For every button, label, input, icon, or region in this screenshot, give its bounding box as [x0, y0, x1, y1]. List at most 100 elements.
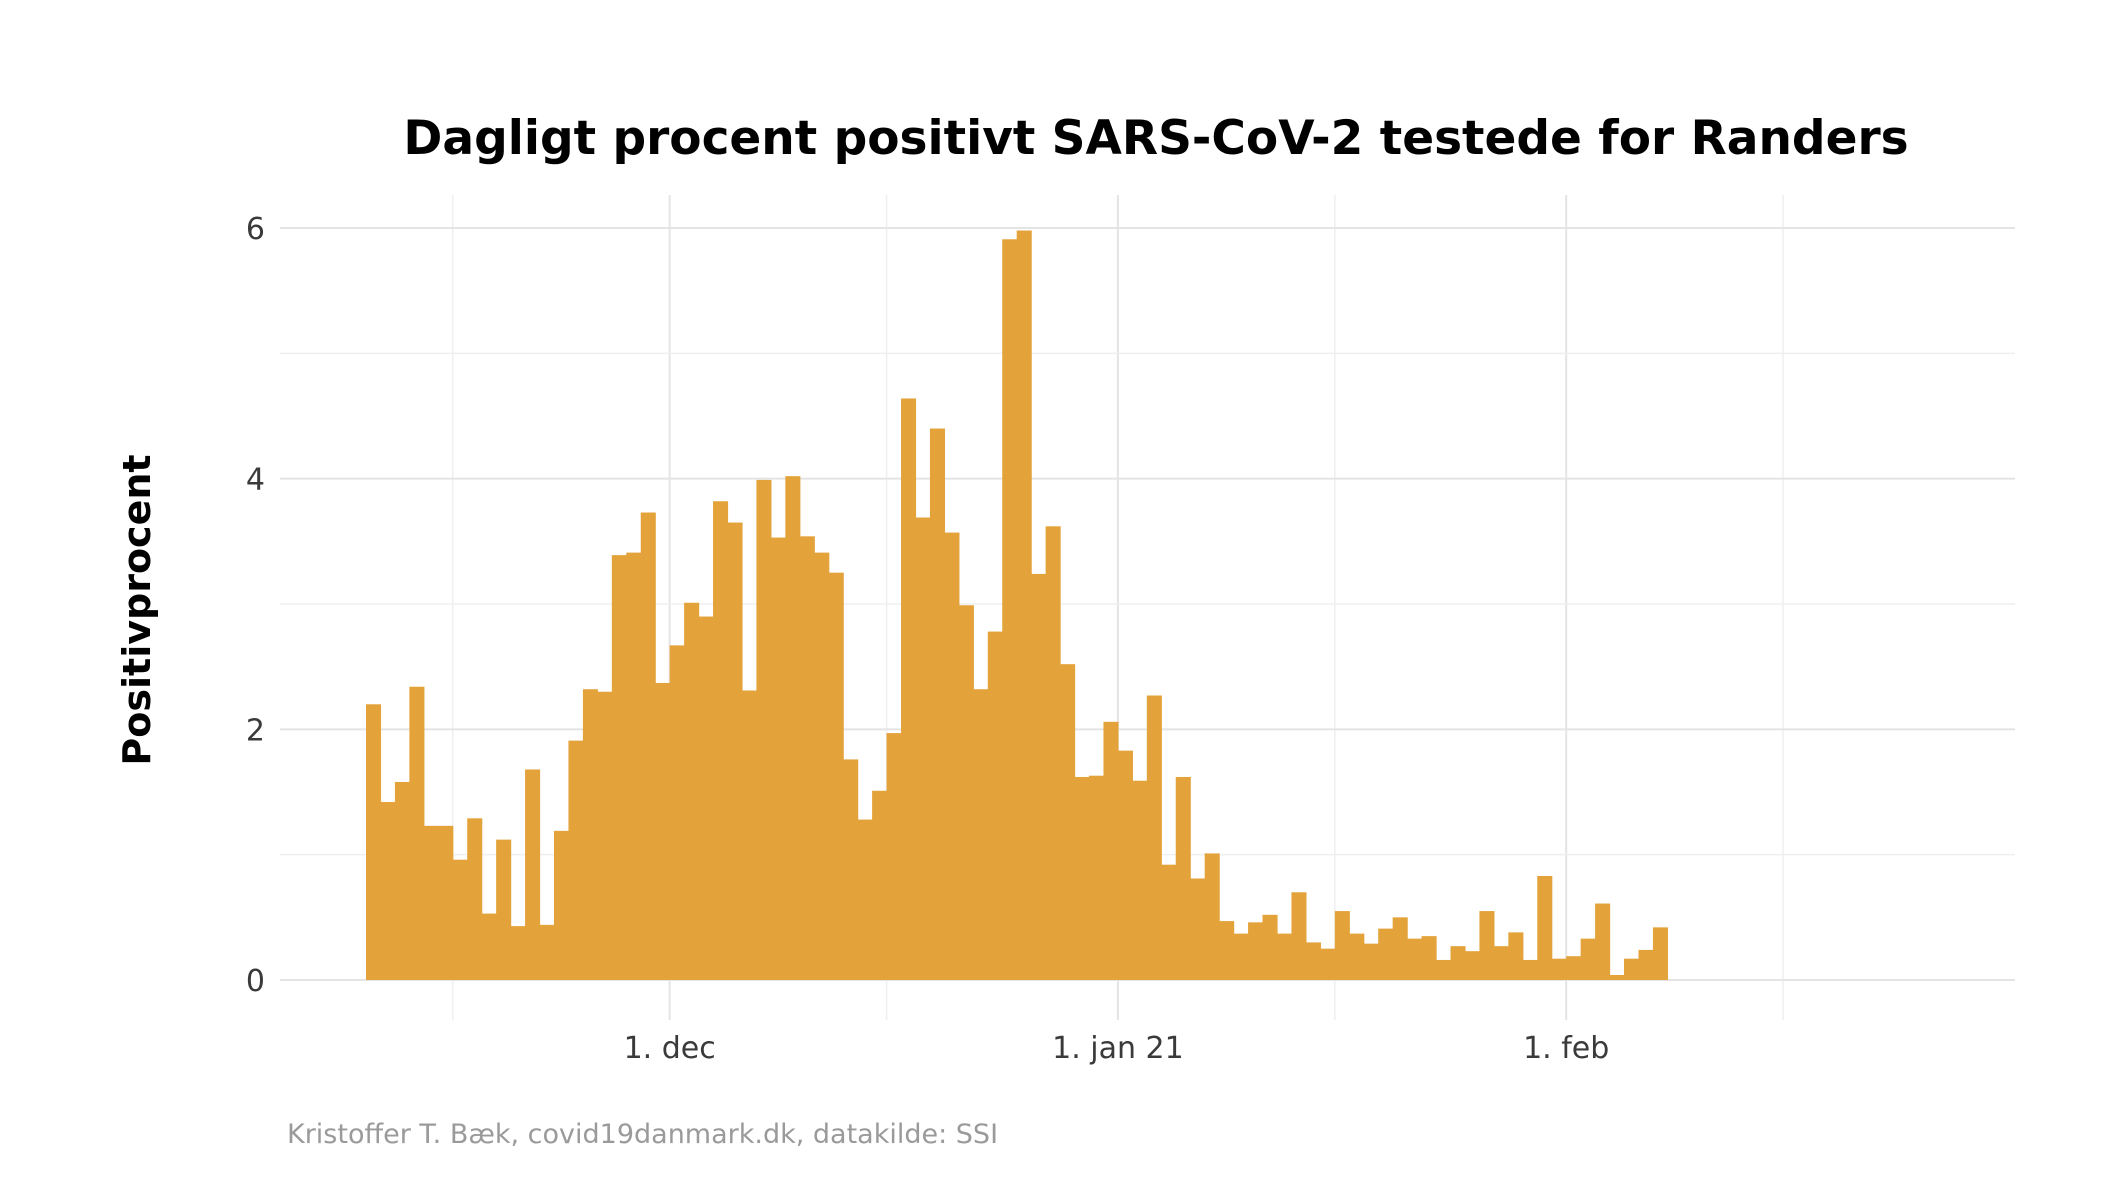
bar: [539, 924, 555, 980]
bar: [1204, 853, 1220, 980]
bar: [901, 398, 917, 980]
bar: [1045, 526, 1061, 980]
bar: [467, 818, 483, 980]
bar: [958, 605, 974, 980]
chart-title: Dagligt procent positivt SARS-CoV-2 test…: [403, 111, 1908, 166]
bar: [1276, 933, 1293, 980]
chart-caption: Kristoffer T. Bæk, covid19danmark.dk, da…: [287, 1119, 998, 1150]
bar: [1537, 875, 1553, 980]
bar: [597, 691, 613, 980]
bar: [741, 690, 758, 980]
bar: [1074, 776, 1090, 980]
bar: [1262, 914, 1278, 980]
bar: [452, 859, 468, 980]
bar: [1522, 959, 1538, 980]
bar: [611, 555, 627, 980]
bar: [525, 769, 541, 980]
bar: [1320, 948, 1336, 980]
bar: [1132, 780, 1148, 980]
bar: [481, 913, 497, 980]
bar: [1363, 943, 1379, 980]
bar: [944, 532, 960, 980]
y-tick-label: 0: [246, 964, 265, 999]
bar: [1436, 959, 1452, 980]
bar: [1233, 933, 1249, 980]
bar: [713, 501, 729, 980]
bar: [1146, 695, 1162, 980]
bar: [1595, 903, 1611, 980]
bar: [915, 517, 931, 980]
bar: [872, 790, 888, 980]
bar: [1349, 933, 1365, 980]
bar: [582, 689, 598, 980]
bar: [1407, 938, 1423, 980]
bar: [1334, 911, 1350, 980]
bar: [843, 759, 859, 980]
bar: [1248, 922, 1264, 980]
bars: [366, 230, 1668, 981]
bar: [1609, 974, 1625, 980]
bar: [510, 926, 526, 980]
bar: [1305, 942, 1321, 980]
bar: [1117, 750, 1133, 980]
bar: [770, 537, 786, 980]
bar: [1638, 949, 1654, 980]
bar: [727, 522, 743, 980]
bar: [380, 802, 396, 980]
y-axis-label: Positivprocent: [115, 454, 159, 765]
bar: [1566, 956, 1582, 980]
bar: [366, 704, 382, 980]
bar: [553, 830, 570, 980]
bar: [1002, 239, 1018, 980]
bar: [1103, 721, 1119, 980]
bar: [987, 631, 1003, 980]
bar: [1175, 776, 1191, 980]
bar: [1580, 938, 1596, 980]
bar: [1378, 928, 1394, 980]
bar: [568, 740, 584, 980]
bar: [423, 825, 439, 980]
bar: [1551, 958, 1567, 980]
bar: [1508, 932, 1524, 980]
bar: [929, 428, 945, 980]
y-tick-label: 4: [246, 463, 265, 498]
bar: [973, 689, 989, 980]
bar: [756, 479, 772, 980]
bar: [1016, 230, 1032, 981]
bar: [1060, 664, 1076, 980]
bar: [1421, 936, 1437, 980]
bar: [1450, 946, 1466, 980]
bar: [1031, 573, 1047, 980]
bar: [394, 781, 410, 980]
bar: [785, 476, 801, 980]
bar: [409, 686, 425, 980]
bar: [1291, 892, 1307, 980]
bar: [1089, 775, 1105, 980]
bar: [640, 512, 656, 980]
bar: [626, 552, 642, 980]
bar: [1493, 946, 1509, 980]
bar: [698, 616, 714, 980]
bar: [655, 682, 671, 980]
bar: [857, 819, 873, 980]
bar: [1652, 927, 1668, 980]
bar: [1190, 878, 1206, 980]
bar: [1219, 921, 1235, 980]
bar: [669, 645, 685, 980]
bar: [1479, 911, 1495, 980]
bar: [1161, 864, 1177, 980]
bar: [799, 536, 815, 980]
bar: [1464, 951, 1481, 980]
x-tick-labels: 1. dec 1. jan 21 1. feb: [624, 1031, 1610, 1066]
bar: [1392, 917, 1408, 980]
bar: [886, 733, 902, 980]
y-tick-label: 6: [246, 212, 265, 247]
y-tick-labels: 0 2 4 6: [246, 212, 265, 999]
bar: [1624, 958, 1640, 980]
bar: [684, 602, 700, 980]
bar: [438, 825, 454, 980]
x-tick-label: 1. feb: [1523, 1031, 1609, 1066]
bar: [814, 552, 830, 980]
x-tick-label: 1. jan 21: [1052, 1031, 1184, 1066]
